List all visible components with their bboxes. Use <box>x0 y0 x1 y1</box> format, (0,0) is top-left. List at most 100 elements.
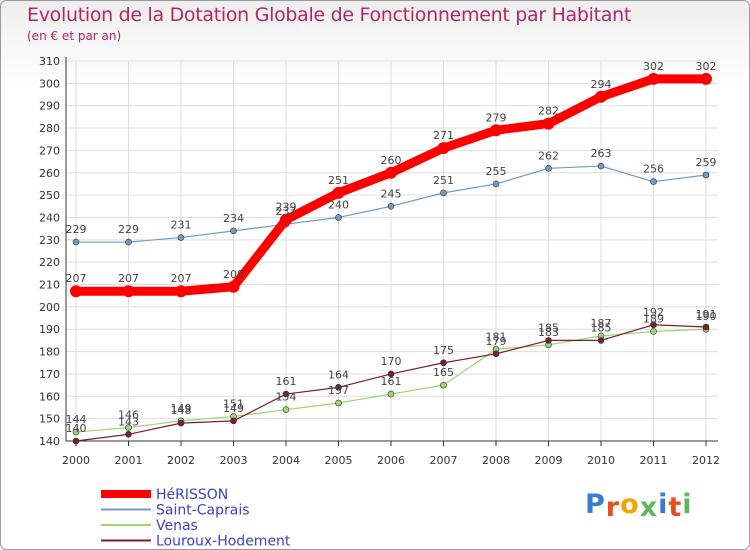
data-label-saint-caprais: 259 <box>696 156 717 169</box>
data-label-louroux-hodement: 179 <box>486 335 507 348</box>
data-point-h-risson <box>332 186 345 199</box>
data-point-h-risson <box>542 117 555 130</box>
data-point-louroux-hodement <box>492 350 500 358</box>
data-point-louroux-hodement <box>177 419 185 427</box>
data-label-h-risson: 207 <box>171 272 192 285</box>
data-point-h-risson <box>490 124 502 137</box>
data-label-saint-caprais: 231 <box>171 219 192 232</box>
data-label-h-risson: 271 <box>433 129 454 142</box>
legend-label-saint-caprais: Saint-Caprais <box>156 503 250 519</box>
x-tick-label: 2009 <box>535 454 563 467</box>
data-label-venas: 165 <box>433 366 454 379</box>
data-point-louroux-hodement <box>545 337 552 344</box>
x-tick-label: 2000 <box>62 454 90 467</box>
data-label-saint-caprais: 251 <box>433 174 454 187</box>
y-tick-label: 270 <box>39 144 60 157</box>
y-tick-label: 300 <box>39 77 60 90</box>
logo-letter: x <box>639 492 659 523</box>
y-tick-label: 150 <box>39 413 60 426</box>
data-point-venas <box>335 399 342 407</box>
data-point-venas <box>440 381 447 389</box>
data-point-saint-caprais <box>72 238 80 246</box>
x-tick-label: 2003 <box>220 454 248 467</box>
data-point-louroux-hodement <box>597 337 605 344</box>
data-point-h-risson <box>385 166 397 179</box>
data-point-louroux-hodement <box>650 321 657 329</box>
data-label-h-risson: 239 <box>276 201 297 214</box>
data-point-venas <box>387 390 395 398</box>
data-point-saint-caprais <box>335 214 342 221</box>
legend-label-h-risson: HéRISSON <box>156 487 228 503</box>
x-tick-label: 2010 <box>587 454 615 467</box>
data-label-venas: 149 <box>171 402 192 415</box>
y-tick-label: 250 <box>39 189 60 202</box>
y-tick-label: 260 <box>39 167 60 180</box>
data-label-venas: 183 <box>538 326 559 339</box>
logo-letter: i <box>682 489 693 520</box>
data-point-h-risson <box>647 72 660 85</box>
data-label-louroux-hodement: 170 <box>381 355 402 368</box>
data-label-venas: 151 <box>223 397 244 410</box>
data-label-saint-caprais: 245 <box>381 187 402 200</box>
data-label-louroux-hodement: 140 <box>66 422 87 435</box>
data-point-h-risson <box>595 90 607 103</box>
y-tick-label: 220 <box>39 256 60 269</box>
data-label-venas: 146 <box>118 409 139 422</box>
proxiti-logo: Proxiti <box>585 489 693 523</box>
y-tick-label: 210 <box>39 279 60 292</box>
data-label-h-risson: 282 <box>538 105 559 118</box>
data-label-venas: 187 <box>591 317 612 330</box>
data-label-h-risson: 302 <box>696 60 717 73</box>
data-label-venas: 189 <box>643 312 664 325</box>
data-point-venas <box>650 328 657 335</box>
data-label-venas: 181 <box>486 330 507 343</box>
data-point-venas <box>125 424 132 431</box>
y-tick-label: 200 <box>39 301 60 314</box>
data-label-louroux-hodement: 143 <box>118 415 139 428</box>
data-label-louroux-hodement: 161 <box>276 375 297 388</box>
data-label-h-risson: 207 <box>66 272 87 285</box>
data-label-louroux-hodement: 191 <box>696 308 717 321</box>
data-point-h-risson <box>175 285 187 298</box>
data-point-h-risson <box>437 142 450 155</box>
data-point-saint-caprais <box>650 178 657 186</box>
data-point-louroux-hodement <box>335 384 342 391</box>
data-label-louroux-hodement: 149 <box>223 402 244 415</box>
data-point-venas <box>72 428 80 436</box>
data-label-louroux-hodement: 192 <box>643 306 664 319</box>
data-label-h-risson: 251 <box>328 174 349 187</box>
logo-letter: i <box>658 489 669 520</box>
x-tick-label: 2001 <box>115 454 143 467</box>
data-point-saint-caprais <box>597 162 605 170</box>
data-label-h-risson: 294 <box>591 78 612 91</box>
data-label-saint-caprais: 240 <box>328 198 349 211</box>
x-tick-label: 2004 <box>272 454 300 467</box>
data-label-louroux-hodement: 185 <box>538 321 559 334</box>
data-label-saint-caprais: 234 <box>223 212 244 225</box>
data-point-h-risson <box>700 72 712 85</box>
data-label-venas: 161 <box>381 375 402 388</box>
data-label-saint-caprais: 256 <box>643 163 664 176</box>
data-label-venas: 144 <box>66 413 87 426</box>
y-tick-label: 230 <box>39 234 60 247</box>
x-tick-label: 2008 <box>482 454 510 467</box>
y-tick-label: 240 <box>39 211 60 224</box>
data-point-h-risson <box>122 285 135 298</box>
x-tick-label: 2012 <box>692 454 720 467</box>
x-tick-label: 2002 <box>167 454 195 467</box>
data-point-louroux-hodement <box>440 359 447 367</box>
data-label-louroux-hodement: 175 <box>433 344 454 357</box>
data-label-h-risson: 209 <box>223 268 244 281</box>
legend-label-louroux-hodement: Louroux-Hodement <box>156 534 291 550</box>
logo-letter: r <box>605 492 621 523</box>
data-label-venas: 157 <box>328 384 349 397</box>
data-label-louroux-hodement: 148 <box>171 404 192 417</box>
y-tick-label: 140 <box>39 435 60 448</box>
x-tick-label: 2005 <box>325 454 353 467</box>
data-point-louroux-hodement <box>125 430 132 438</box>
logo-letter: o <box>620 489 640 520</box>
data-point-louroux-hodement <box>230 417 237 425</box>
data-label-venas: 154 <box>276 391 297 404</box>
